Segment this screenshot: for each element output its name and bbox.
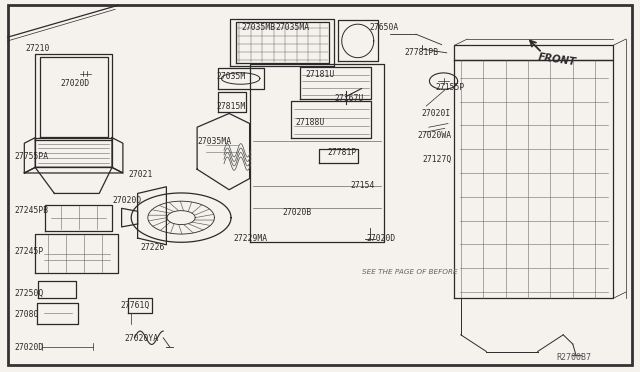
Text: 27781PB: 27781PB [404,48,438,57]
Text: 27761Q: 27761Q [120,301,150,310]
Text: 27020D: 27020D [61,79,90,88]
Text: 27035MB: 27035MB [242,23,276,32]
Text: 27020YA: 27020YA [125,334,159,343]
Text: 27020B: 27020B [283,208,312,217]
Text: 27020WA: 27020WA [417,131,451,140]
Text: 27020D: 27020D [366,234,396,243]
Text: 27020I: 27020I [421,109,451,118]
Text: 27815M: 27815M [216,102,246,110]
Text: 27226: 27226 [141,243,165,252]
Text: 27781P: 27781P [328,148,357,157]
Text: 27650A: 27650A [370,23,399,32]
Text: SEE THE PAGE OF BEFORE: SEE THE PAGE OF BEFORE [362,269,457,275]
Text: 27020D: 27020D [14,343,44,352]
Text: 27210: 27210 [26,44,50,53]
Text: 27035MA: 27035MA [197,137,231,146]
Text: 27155P: 27155P [435,83,465,92]
Text: 27021: 27021 [128,170,152,179]
Text: R2700B7: R2700B7 [557,353,592,362]
Text: FRONT: FRONT [538,52,577,67]
Text: 27245P: 27245P [14,247,44,256]
Text: 27020D: 27020D [112,196,141,205]
Text: 27035MA: 27035MA [275,23,309,32]
Text: 27080: 27080 [14,310,38,319]
Text: 27127Q: 27127Q [422,155,452,164]
Text: 27181U: 27181U [306,70,335,79]
Text: 27250Q: 27250Q [14,289,44,298]
Text: 27188U: 27188U [296,118,325,127]
Text: 27167U: 27167U [334,94,364,103]
Text: 27245PB: 27245PB [14,206,48,215]
Text: 27035M: 27035M [216,72,246,81]
Text: 27154: 27154 [351,182,375,190]
Text: 27755PA: 27755PA [14,152,48,161]
Text: 27229MA: 27229MA [234,234,268,243]
